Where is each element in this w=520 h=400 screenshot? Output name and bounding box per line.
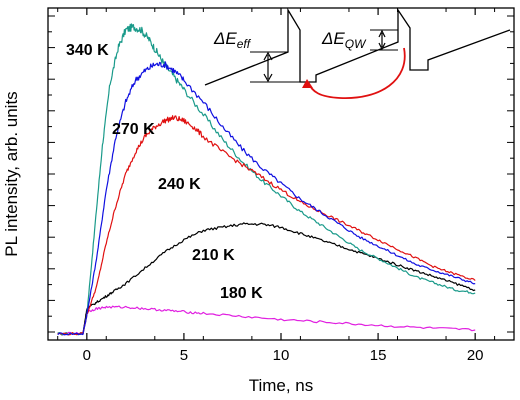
series-label-240k: 240 K xyxy=(158,176,201,193)
series-line-210k xyxy=(57,222,476,336)
y-axis-ticks xyxy=(48,15,514,333)
inset-band-diagram: ΔEeff ΔEQW xyxy=(204,7,511,99)
carrier-escape-arrowhead xyxy=(302,79,313,88)
delta-e-qw-arrowhead-up xyxy=(378,29,386,38)
delta-e-eff-label: ΔEeff xyxy=(213,29,252,51)
x-tick-label: 10 xyxy=(273,347,290,364)
series-label-180k: 180 K xyxy=(220,285,263,302)
series-line-270k xyxy=(57,61,476,336)
series-line-180k xyxy=(57,305,476,336)
carrier-escape-arrow xyxy=(307,47,406,99)
delta-e-eff-arrowhead-down xyxy=(263,73,273,83)
delta-e-qw-arrowhead-down xyxy=(378,42,386,51)
delta-e-eff-arrowhead-up xyxy=(263,51,273,61)
delta-e-qw-label: ΔEQW xyxy=(321,29,367,51)
series-label-340k: 340 K xyxy=(66,42,109,59)
plot-frame xyxy=(47,7,515,341)
x-tick-label: 5 xyxy=(180,347,188,364)
series-line-240k xyxy=(57,115,476,336)
x-tick-label: 15 xyxy=(370,347,387,364)
x-tick-label: 20 xyxy=(467,347,484,364)
x-axis-title: Time, ns xyxy=(249,376,314,395)
y-axis-title: PL intensity, arb. units xyxy=(2,91,21,256)
inset-band-edge xyxy=(204,7,511,86)
series-layer xyxy=(57,23,476,336)
series-line-340k xyxy=(57,23,476,336)
series-label-270k: 270 K xyxy=(112,121,155,138)
series-label-210k: 210 K xyxy=(192,247,235,264)
x-tick-label: 0 xyxy=(83,347,91,364)
x-axis-ticks: 0 5 10 15 20 xyxy=(57,8,496,364)
